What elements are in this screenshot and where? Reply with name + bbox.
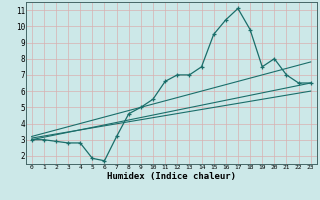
X-axis label: Humidex (Indice chaleur): Humidex (Indice chaleur) [107, 172, 236, 181]
